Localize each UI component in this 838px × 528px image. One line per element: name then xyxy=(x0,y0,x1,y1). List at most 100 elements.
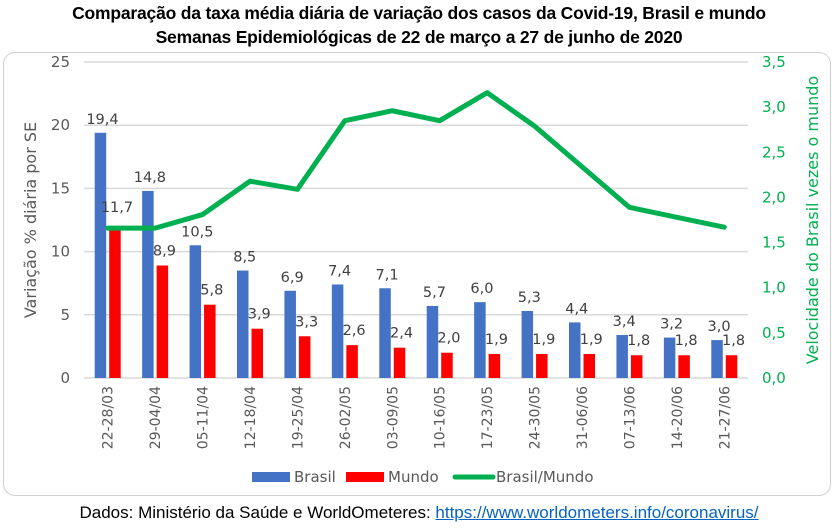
data-labels: 19,4 11,714,8 8,9 10,5 5,8 8,5 3,9 6,9 3,3 7,4 2,6… xyxy=(86,112,745,349)
data-label-mundo: 5,8 xyxy=(200,283,223,299)
bars xyxy=(94,132,738,378)
data-label-brasil: 3,0 xyxy=(708,319,731,335)
data-label-brasil: 8,5 xyxy=(233,250,256,266)
ratio-line xyxy=(105,90,727,231)
bar-mundo xyxy=(725,355,738,378)
data-label-mundo: 2,4 xyxy=(390,326,413,342)
data-label-mundo: 1,8 xyxy=(627,333,650,349)
bar-mundo xyxy=(488,353,501,378)
y-tick-label: 25 xyxy=(51,53,70,71)
x-tick-label: 29-04/04 xyxy=(148,386,164,449)
bar-mundo xyxy=(583,353,595,378)
ratio-line-group xyxy=(105,90,727,231)
x-tick-label: 05-11/04 xyxy=(196,386,212,449)
bar-brasil xyxy=(616,335,628,378)
bar-mundo xyxy=(393,347,406,378)
data-label-mundo: 3,3 xyxy=(295,314,318,330)
bar-brasil xyxy=(94,132,107,378)
y-tick-label: 10 xyxy=(51,243,70,261)
y-tick-label: 15 xyxy=(51,179,70,197)
y-tick-label: 20 xyxy=(51,116,70,134)
bar-brasil xyxy=(379,288,391,378)
bar-brasil xyxy=(331,284,344,378)
data-label-mundo: 8,9 xyxy=(153,244,176,260)
bar-mundo xyxy=(441,352,453,378)
y2-tick-label: 3,0 xyxy=(762,98,786,116)
x-tick-label: 10-16/05 xyxy=(433,386,449,449)
y2-tick-label: 3,5 xyxy=(762,53,786,71)
bar-mundo xyxy=(536,353,548,378)
x-tick-label: 31-06/06 xyxy=(575,386,591,449)
bar-brasil xyxy=(569,322,581,378)
data-label-mundo: 1,9 xyxy=(580,332,603,348)
y2-axis-label: Velocidade do Brasil vezes o mundo xyxy=(803,76,822,364)
data-label-brasil: 7,4 xyxy=(328,263,351,279)
legend-label-mundo: Mundo xyxy=(388,468,439,486)
x-tick-label: 12-18/04 xyxy=(243,386,259,449)
bar-mundo xyxy=(678,355,690,378)
bar-mundo xyxy=(346,345,358,378)
legend-label-ratio: Brasil/Mundo xyxy=(496,468,594,486)
y2-tick-label: 1,0 xyxy=(762,279,786,297)
bar-brasil xyxy=(711,340,723,378)
y2-tick-label: 1,5 xyxy=(762,234,786,252)
y-tick-label: 0 xyxy=(60,369,70,387)
bar-brasil xyxy=(663,337,676,378)
source-link[interactable]: https://www.worldometers.info/coronaviru… xyxy=(435,503,759,522)
bar-brasil xyxy=(237,270,249,378)
data-label-mundo: 1,8 xyxy=(675,333,698,349)
bar-brasil xyxy=(474,302,486,378)
right-axis-ticks: 0,0 0,5 1,0 1,5 2,0 2,5 3,0 3,5 xyxy=(762,53,786,387)
data-label-brasil: 19,4 xyxy=(86,112,118,128)
x-tick-label: 22-28/03 xyxy=(101,386,117,449)
data-label-mundo: 2,6 xyxy=(343,323,366,339)
bar-brasil xyxy=(284,290,296,378)
bar-mundo xyxy=(156,265,169,378)
data-label-mundo: 1,9 xyxy=(532,332,555,348)
bar-mundo xyxy=(251,328,263,378)
x-tick-label: 17-23/05 xyxy=(480,386,496,449)
data-label-brasil: 4,4 xyxy=(565,301,588,317)
bar-mundo xyxy=(204,304,216,378)
data-label-mundo: 3,9 xyxy=(248,307,271,323)
data-label-mundo: 1,8 xyxy=(722,333,745,349)
x-tick-label: 07-13/06 xyxy=(622,386,638,449)
source-text: Dados: Ministério da Saúde e WorldOmeter… xyxy=(79,503,436,522)
y2-tick-label: 2,0 xyxy=(762,188,786,206)
legend-swatch-brasil xyxy=(252,472,290,482)
x-tick-label: 24-30/05 xyxy=(528,386,544,449)
data-label-brasil: 10,5 xyxy=(181,224,213,240)
data-label-brasil: 3,4 xyxy=(613,314,636,330)
y-axis-label: Variação % diária por SE xyxy=(21,122,40,318)
legend-label-brasil: Brasil xyxy=(294,468,336,486)
data-label-brasil: 5,7 xyxy=(423,285,446,301)
data-label-brasil: 6,9 xyxy=(281,270,304,286)
legend-swatch-mundo xyxy=(346,472,384,482)
bar-mundo xyxy=(298,336,311,378)
legend: Brasil Mundo Brasil/Mundo xyxy=(252,468,594,486)
bar-brasil xyxy=(142,190,154,378)
source-note: Dados: Ministério da Saúde e WorldOmeter… xyxy=(0,503,838,523)
data-label-brasil: 6,0 xyxy=(470,281,493,297)
chart-frame xyxy=(3,52,831,496)
data-label-mundo: 11,7 xyxy=(101,200,133,216)
data-label-brasil: 7,1 xyxy=(376,267,399,283)
data-label-mundo: 1,9 xyxy=(485,332,508,348)
x-tick-label: 03-09/05 xyxy=(385,386,401,449)
bar-mundo xyxy=(630,355,643,378)
x-axis-ticks: 22-28/03 29-04/04 05-11/04 12-18/04 19-25/04… xyxy=(101,386,734,449)
bar-brasil xyxy=(189,245,202,378)
y-tick-label: 5 xyxy=(60,306,70,324)
bar-mundo xyxy=(109,230,121,378)
data-label-brasil: 3,2 xyxy=(660,317,683,333)
x-tick-label: 21-27/06 xyxy=(717,386,733,449)
x-tick-label: 14-20/06 xyxy=(670,386,686,449)
data-label-brasil: 5,3 xyxy=(518,290,541,306)
y2-tick-label: 0,0 xyxy=(762,369,786,387)
chart-title: Comparação da taxa média diária de varia… xyxy=(72,3,766,23)
bar-brasil xyxy=(426,305,439,378)
data-label-brasil: 14,8 xyxy=(134,170,166,186)
y2-tick-label: 2,5 xyxy=(762,143,786,161)
data-label-mundo: 2,0 xyxy=(437,331,460,347)
bar-brasil xyxy=(521,311,534,378)
